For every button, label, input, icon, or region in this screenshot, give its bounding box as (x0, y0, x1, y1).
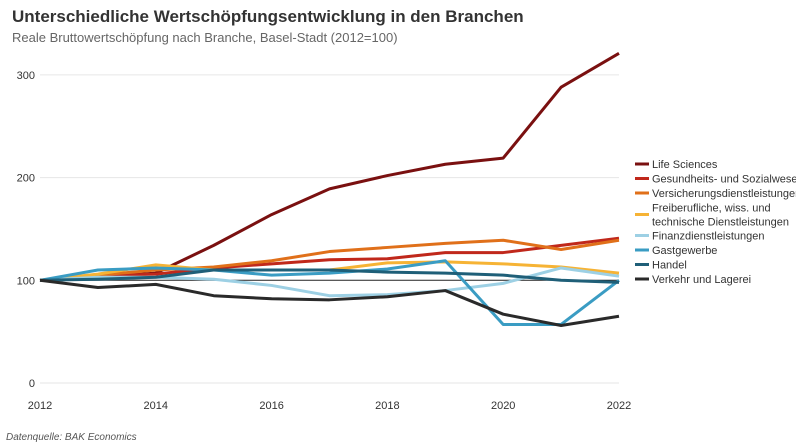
chart-subtitle: Reale Bruttowertschöpfung nach Branche, … (12, 30, 398, 45)
chart-title: Unterschiedliche Wertschöpfungsentwicklu… (12, 7, 524, 26)
x-tick-label: 2016 (259, 400, 283, 412)
series-line-7 (39, 278, 620, 327)
x-tick-label: 2012 (28, 400, 52, 412)
x-tick-label: 2014 (144, 400, 168, 412)
legend-label: Freiberufliche, wiss. und technische Dien… (652, 203, 789, 229)
y-tick-label: 100 (17, 275, 35, 287)
y-tick-label: 0 (29, 378, 35, 390)
source-note: Datenquelle: BAK Economics (6, 432, 137, 443)
legend-label: Life Sciences (652, 159, 718, 171)
x-tick-label: 2020 (491, 400, 515, 412)
legend-label: Versicherungsdienstleistungen (652, 188, 796, 200)
x-tick-label: 2018 (375, 400, 399, 412)
series-line-2 (39, 238, 620, 282)
series-line-1 (39, 236, 620, 282)
legend-label: Gastgewerbe (652, 245, 717, 257)
legend-label: Verkehr und Lagerei (652, 274, 751, 286)
x-tick-label: 2022 (607, 400, 631, 412)
legend-label: Gesundheits- und Sozialwesen (652, 174, 796, 186)
series-line-5 (39, 259, 620, 326)
series-line-6 (39, 268, 620, 284)
y-tick-label: 300 (17, 70, 35, 82)
legend-label: Finanzdienstleistungen (652, 231, 765, 243)
y-tick-label: 200 (17, 173, 35, 185)
legend-label: Handel (652, 260, 687, 272)
